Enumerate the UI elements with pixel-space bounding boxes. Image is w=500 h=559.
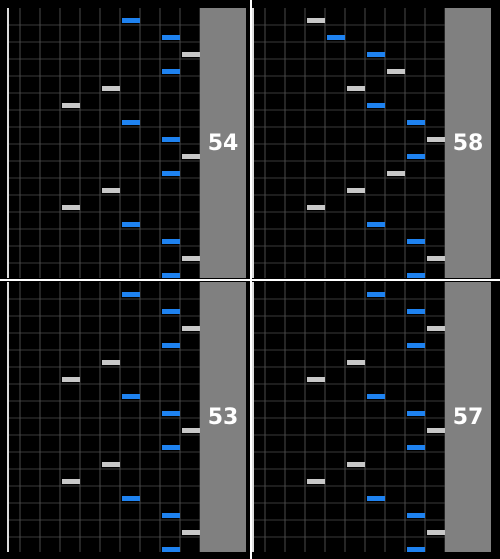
measure-panel: 57 <box>252 282 493 552</box>
note <box>407 343 425 348</box>
note <box>347 360 365 365</box>
note <box>162 35 180 40</box>
note <box>387 69 405 74</box>
note <box>407 513 425 518</box>
measure-panel: 53 <box>7 282 248 552</box>
note <box>307 377 325 382</box>
note <box>162 69 180 74</box>
measure-number: 58 <box>453 131 484 156</box>
note <box>162 547 180 552</box>
note <box>62 103 80 108</box>
note <box>102 86 120 91</box>
note <box>367 103 385 108</box>
note <box>182 326 200 331</box>
note <box>162 343 180 348</box>
note <box>307 479 325 484</box>
note <box>122 496 140 501</box>
note <box>347 86 365 91</box>
note <box>102 462 120 467</box>
note <box>102 360 120 365</box>
measure-column <box>200 8 246 278</box>
measure-panel: 54 <box>7 8 248 278</box>
note <box>62 205 80 210</box>
note <box>162 273 180 278</box>
note <box>122 18 140 23</box>
note <box>182 52 200 57</box>
measure-column <box>445 282 491 552</box>
measure-number: 53 <box>208 405 239 430</box>
note <box>427 137 445 142</box>
note <box>407 120 425 125</box>
note <box>62 479 80 484</box>
note <box>407 273 425 278</box>
note <box>62 377 80 382</box>
note <box>307 205 325 210</box>
note <box>427 256 445 261</box>
note <box>162 239 180 244</box>
measure-number: 54 <box>208 131 239 156</box>
note <box>407 154 425 159</box>
note <box>182 428 200 433</box>
note <box>162 513 180 518</box>
note <box>427 326 445 331</box>
note <box>122 394 140 399</box>
note <box>367 292 385 297</box>
measure-panel: 58 <box>252 8 493 278</box>
note <box>367 496 385 501</box>
note <box>162 137 180 142</box>
measure-column <box>200 282 246 552</box>
note <box>407 445 425 450</box>
note <box>162 411 180 416</box>
note <box>122 292 140 297</box>
note <box>407 547 425 552</box>
note <box>182 530 200 535</box>
note <box>347 462 365 467</box>
note <box>162 445 180 450</box>
measure-column <box>445 8 491 278</box>
note <box>162 171 180 176</box>
note <box>367 394 385 399</box>
note <box>182 256 200 261</box>
note <box>387 171 405 176</box>
note <box>122 222 140 227</box>
note <box>182 154 200 159</box>
note <box>327 35 345 40</box>
note <box>162 309 180 314</box>
note <box>407 411 425 416</box>
note <box>367 222 385 227</box>
note <box>427 530 445 535</box>
note <box>427 428 445 433</box>
note <box>122 120 140 125</box>
note <box>367 52 385 57</box>
note <box>407 309 425 314</box>
note <box>307 18 325 23</box>
note <box>347 188 365 193</box>
measure-number: 57 <box>453 405 484 430</box>
note <box>407 239 425 244</box>
note <box>102 188 120 193</box>
